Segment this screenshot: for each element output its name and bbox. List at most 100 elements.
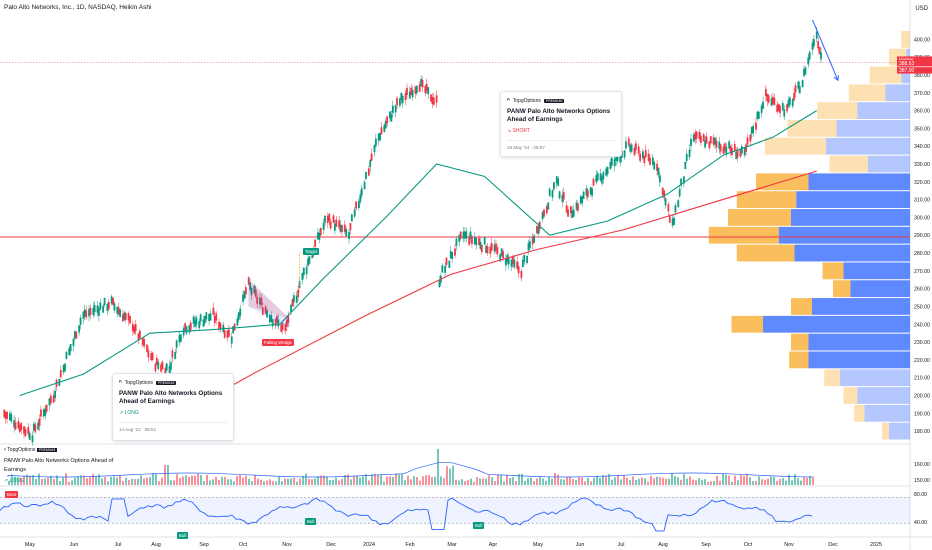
volume-bar [71, 480, 73, 485]
volume-bar [392, 476, 394, 485]
volume-profile-up [764, 137, 826, 155]
volume-bar [47, 477, 49, 485]
volume-profile-down [850, 280, 910, 298]
candle-body [123, 312, 126, 320]
candle-body [398, 98, 401, 106]
candle-body [445, 257, 448, 265]
candle-body [725, 146, 728, 155]
volume-bar [635, 479, 637, 485]
volume-profile-down [857, 387, 910, 404]
volume-bar [38, 473, 40, 485]
candle-body [551, 190, 554, 198]
volume-bar [56, 475, 58, 485]
moving-average-2 [149, 170, 817, 432]
volume-bar [599, 478, 601, 485]
time-tick-label: Jun [576, 542, 585, 548]
candle-body [270, 315, 273, 323]
candle-body [179, 334, 182, 342]
volume-bar [632, 476, 634, 485]
volume-bar [551, 478, 553, 485]
candle-body [465, 231, 468, 239]
volume-bar [152, 473, 154, 485]
candle-body [613, 159, 616, 167]
volume-bar [428, 474, 430, 485]
volume-bar [704, 479, 706, 485]
candle-body [424, 85, 427, 94]
candle-body [62, 365, 65, 373]
volume-bar [458, 480, 460, 485]
candle-body [302, 267, 305, 276]
volume-bar [446, 466, 448, 485]
candle-body [59, 370, 62, 378]
candle-body [88, 309, 90, 317]
forecast-arrow-line [812, 19, 839, 81]
volume-bar [308, 478, 310, 485]
volume-bar [602, 475, 604, 485]
card-divider [119, 422, 227, 423]
volume-bar [695, 480, 697, 485]
volume-bar [560, 479, 562, 485]
premium-badge: PREMIUM [543, 98, 565, 103]
volume-bar [311, 479, 313, 485]
volume-profile-down [791, 209, 910, 226]
price-tick-label: 200.00 [914, 393, 930, 399]
candle-body [684, 161, 687, 170]
candle-body [28, 432, 31, 440]
volume-bar [656, 476, 658, 485]
volume-bar [41, 478, 43, 485]
chart-symbol-header: Palo Alto Networks, Inc., 1D, NASDAQ, He… [4, 4, 152, 11]
volume-bar [776, 481, 778, 485]
candle-body [345, 228, 348, 237]
volume-bar [581, 477, 583, 485]
volume-bar [710, 481, 712, 485]
candle-body [463, 231, 466, 239]
candle-body [414, 86, 417, 94]
volume-bar [380, 475, 382, 485]
idea-card-short[interactable]: ⁿ TopgOptions PREMIUM PANW Palo Alto Net… [500, 91, 622, 157]
candle-body [154, 363, 157, 371]
candle-body [438, 279, 441, 287]
candle-body [131, 323, 134, 332]
idea-card-long[interactable]: ⁿ TopgOptions PREMIUM PANW Palo Alto Net… [112, 373, 234, 441]
time-tick-label: Sep [199, 542, 209, 548]
candle-body [350, 214, 353, 222]
candle-body [504, 258, 507, 266]
candle-body [815, 31, 818, 39]
volume-bar [344, 474, 346, 485]
candle-body [500, 248, 503, 256]
candle-body [343, 224, 346, 232]
volume-profile-down [840, 369, 910, 387]
candle-body [490, 243, 493, 251]
volume-bar [479, 478, 481, 485]
volume-bar [92, 474, 94, 485]
volume-bar [362, 476, 364, 485]
volume-bar [686, 478, 688, 485]
candle-body [615, 153, 617, 161]
price-tick-label: 310.00 [914, 198, 930, 204]
volume-bar [221, 476, 223, 485]
candle-body [797, 81, 800, 89]
idea-card-title: PANW Palo Alto Networks Options Ahead of… [119, 390, 223, 405]
volume-bar [530, 477, 532, 485]
candle-body [421, 80, 424, 88]
candle-body [192, 316, 195, 324]
volume-bar [608, 473, 610, 485]
candle-body [634, 143, 637, 151]
price-tick-label: 360.00 [914, 109, 930, 115]
candle-body [174, 351, 177, 360]
candle-body [571, 210, 574, 218]
candle-body [266, 310, 268, 318]
candle-body [764, 88, 767, 97]
candle-body [605, 168, 608, 176]
volume-bar [230, 479, 232, 485]
candle-body [779, 105, 781, 113]
candle-body [480, 244, 483, 252]
candle-body [528, 241, 531, 249]
volume-bar [497, 474, 499, 485]
volume-bar [527, 478, 529, 485]
candle-body [92, 307, 95, 316]
volume-bar [26, 474, 28, 485]
volume-bar [434, 476, 436, 485]
volume-bar [365, 473, 367, 485]
